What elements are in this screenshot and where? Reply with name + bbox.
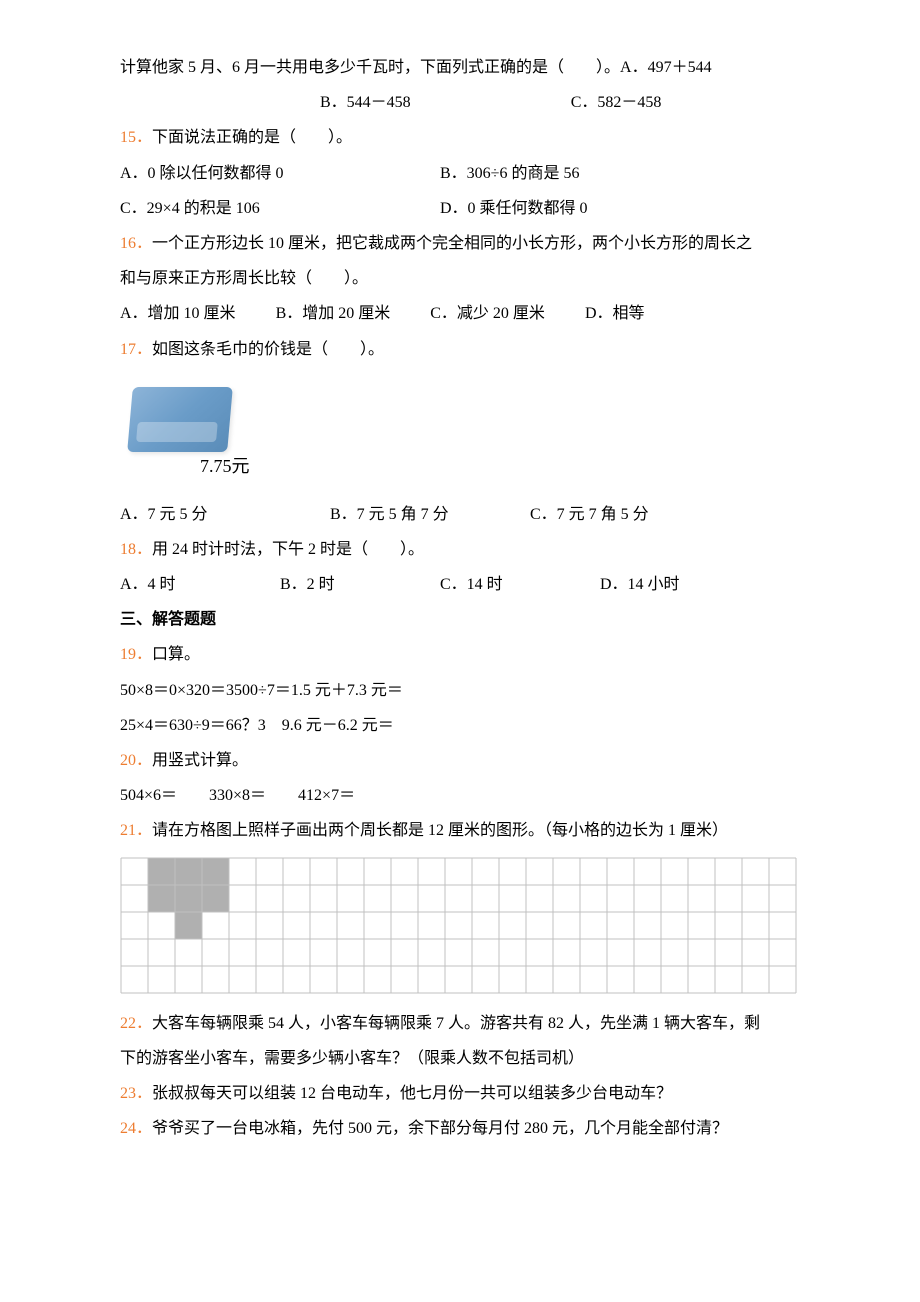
- q14-opt-a: A．497＋544: [620, 59, 712, 76]
- q16-opts: A．增加 10 厘米 B．增加 20 厘米 C．减少 20 厘米 D．相等: [120, 296, 800, 331]
- q14-opt-b: B．544－458: [320, 85, 411, 120]
- q14-opts: B．544－458 C．582－458: [120, 85, 800, 120]
- q18-stem: 18．用 24 时计时法，下午 2 时是（ ）。: [120, 532, 800, 567]
- q17-opt-a: A．7 元 5 分: [120, 497, 330, 532]
- grid-svg: [120, 857, 797, 994]
- q16-opt-b: B．增加 20 厘米: [276, 296, 391, 331]
- q20-row: 504×6＝ 330×8＝ 412×7＝: [120, 778, 800, 813]
- q17-num: 17．: [120, 341, 152, 358]
- q15-row1: A．0 除以任何数都得 0 B．306÷6 的商是 56: [120, 156, 800, 191]
- q17-opts: A．7 元 5 分 B．7 元 5 角 7 分 C．7 元 7 角 5 分: [120, 497, 800, 532]
- q19-row2: 25×4＝630÷9＝66？3 9.6 元－6.2 元＝: [120, 708, 800, 743]
- q16-opt-d: D．相等: [585, 296, 645, 331]
- q16-opt-c: C．减少 20 厘米: [430, 296, 545, 331]
- q17-stem: 17．如图这条毛巾的价钱是（ ）。: [120, 332, 800, 367]
- q14-stem-text: 计算他家 5 月、6 月一共用电多少千瓦时，下面列式正确的是（ ）。: [120, 59, 620, 76]
- q22-l2: 下的游客坐小客车，需要多少辆小客车？（限乘人数不包括司机）: [120, 1041, 800, 1076]
- q23-stem-text: 张叔叔每天可以组装 12 台电动车，他七月份一共可以组装多少台电动车？: [152, 1085, 672, 1102]
- q22-num: 22．: [120, 1015, 152, 1032]
- section3-title: 三、解答题题: [120, 602, 800, 637]
- q19-num: 19．: [120, 646, 152, 663]
- q24-stem-text: 爷爷买了一台电冰箱，先付 500 元，余下部分每月付 280 元，几个月能全部付…: [152, 1120, 728, 1137]
- q23-stem: 23．张叔叔每天可以组装 12 台电动车，他七月份一共可以组装多少台电动车？: [120, 1076, 800, 1111]
- q17-stem-text: 如图这条毛巾的价钱是（ ）。: [152, 341, 384, 358]
- q19-stem-text: 口算。: [152, 646, 200, 663]
- towel-image: [127, 387, 233, 452]
- q18-opt-c: C．14 时: [440, 567, 600, 602]
- q15-num: 15．: [120, 129, 152, 146]
- q20-num: 20．: [120, 752, 152, 769]
- q17-opt-b: B．7 元 5 角 7 分: [330, 497, 530, 532]
- q14-opt-c: C．582－458: [571, 85, 662, 120]
- q22-l1: 22．大客车每辆限乘 54 人，小客车每辆限乘 7 人。游客共有 82 人，先坐…: [120, 1006, 800, 1041]
- q18-opt-d: D．14 小时: [600, 567, 680, 602]
- towel-figure: 7.75元: [120, 377, 280, 487]
- q17-opt-c: C．7 元 7 角 5 分: [530, 497, 649, 532]
- q16-stem-text1: 一个正方形边长 10 厘米，把它裁成两个完全相同的小长方形，两个小长方形的周长之: [152, 235, 752, 252]
- q15-stem: 15．下面说法正确的是（ ）。: [120, 120, 800, 155]
- q22-text1: 大客车每辆限乘 54 人，小客车每辆限乘 7 人。游客共有 82 人，先坐满 1…: [152, 1015, 760, 1032]
- q21-stem: 21．请在方格图上照样子画出两个周长都是 12 厘米的图形。（每小格的边长为 1…: [120, 813, 800, 848]
- q23-num: 23．: [120, 1085, 152, 1102]
- q18-opts: A．4 时 B．2 时 C．14 时 D．14 小时: [120, 567, 800, 602]
- q21-stem-text: 请在方格图上照样子画出两个周长都是 12 厘米的图形。（每小格的边长为 1 厘米…: [152, 822, 728, 839]
- q19-stem: 19．口算。: [120, 637, 800, 672]
- grid-figure: [120, 857, 800, 994]
- q15-opt-d: D．0 乘任何数都得 0: [440, 191, 588, 226]
- q16-opt-a: A．增加 10 厘米: [120, 296, 236, 331]
- q15-row2: C．29×4 的积是 106 D．0 乘任何数都得 0: [120, 191, 800, 226]
- q16-stem-l2: 和与原来正方形周长比较（ ）。: [120, 261, 800, 296]
- q18-opt-a: A．4 时: [120, 567, 280, 602]
- q15-opt-a: A．0 除以任何数都得 0: [120, 156, 440, 191]
- q14-stem: 计算他家 5 月、6 月一共用电多少千瓦时，下面列式正确的是（ ）。A．497＋…: [120, 50, 800, 85]
- towel-price: 7.75元: [200, 447, 250, 487]
- q15-opt-b: B．306÷6 的商是 56: [440, 156, 579, 191]
- q15-stem-text: 下面说法正确的是（ ）。: [152, 129, 352, 146]
- q18-num: 18．: [120, 541, 152, 558]
- q15-opt-c: C．29×4 的积是 106: [120, 191, 440, 226]
- q16-stem-l1: 16．一个正方形边长 10 厘米，把它裁成两个完全相同的小长方形，两个小长方形的…: [120, 226, 800, 261]
- q24-num: 24．: [120, 1120, 152, 1137]
- q19-row1: 50×8＝0×320＝3500÷7＝1.5 元＋7.3 元＝: [120, 673, 800, 708]
- q20-stem-text: 用竖式计算。: [152, 752, 248, 769]
- q24-stem: 24．爷爷买了一台电冰箱，先付 500 元，余下部分每月付 280 元，几个月能…: [120, 1111, 800, 1146]
- q18-stem-text: 用 24 时计时法，下午 2 时是（ ）。: [152, 541, 424, 558]
- q16-num: 16．: [120, 235, 152, 252]
- q21-num: 21．: [120, 822, 152, 839]
- q18-opt-b: B．2 时: [280, 567, 440, 602]
- q20-stem: 20．用竖式计算。: [120, 743, 800, 778]
